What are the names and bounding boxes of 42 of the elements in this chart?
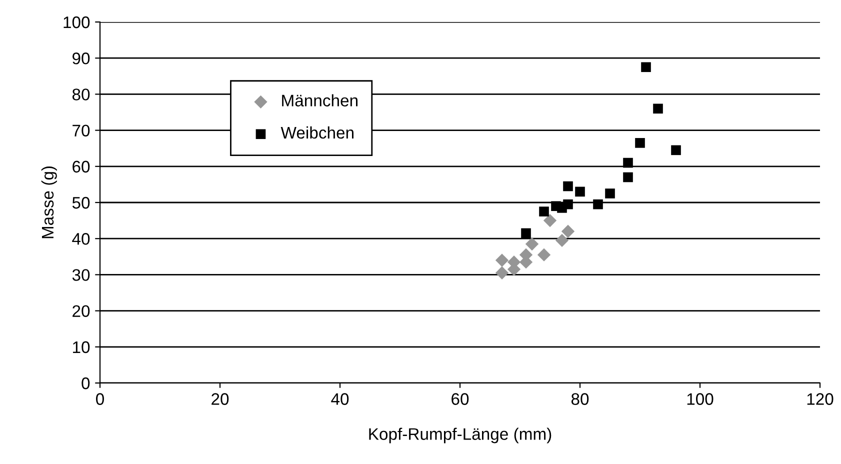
point bbox=[521, 228, 531, 238]
y-tick-label: 40 bbox=[72, 233, 90, 245]
point bbox=[563, 181, 573, 192]
point bbox=[653, 104, 663, 114]
point bbox=[635, 138, 645, 148]
x-tick-label: 60 bbox=[452, 393, 469, 405]
point bbox=[623, 172, 633, 182]
point bbox=[605, 188, 615, 198]
point bbox=[495, 254, 509, 267]
y-tick-label: 30 bbox=[72, 269, 90, 281]
point bbox=[495, 266, 509, 280]
point bbox=[671, 145, 681, 156]
y-tick-label: 60 bbox=[72, 160, 90, 173]
y-tick-label: 80 bbox=[72, 88, 90, 100]
point bbox=[641, 62, 651, 72]
legend-label: Männchen bbox=[282, 94, 358, 106]
x-tick-label: 40 bbox=[331, 393, 349, 405]
point bbox=[555, 234, 569, 247]
y-tick-label: 100 bbox=[64, 16, 90, 28]
point bbox=[593, 199, 603, 210]
point bbox=[575, 186, 585, 197]
point bbox=[563, 199, 573, 210]
x-tick-label: 0 bbox=[96, 393, 104, 405]
point bbox=[525, 237, 539, 251]
point bbox=[543, 214, 557, 228]
x-tick-label: 80 bbox=[571, 393, 589, 405]
y-tick-label: 50 bbox=[72, 196, 90, 209]
y-tick-label: 0 bbox=[82, 377, 90, 390]
point bbox=[539, 206, 549, 216]
y-tick-label: 90 bbox=[72, 52, 90, 64]
x-tick-label: 100 bbox=[687, 393, 714, 405]
y-tick-label: 70 bbox=[72, 124, 90, 137]
y-tick-label: 10 bbox=[73, 341, 90, 354]
x-tick-label: 120 bbox=[807, 393, 834, 405]
legend-label: Weibchen bbox=[280, 126, 354, 139]
x-tick-label: 20 bbox=[212, 393, 229, 405]
y-tick-label: 20 bbox=[72, 305, 90, 318]
y-axis-title: Masse (g) bbox=[41, 166, 57, 238]
point bbox=[537, 248, 551, 262]
x-axis-title: Kopf-Rumpf-Länge (mm) bbox=[369, 428, 552, 444]
point bbox=[561, 224, 575, 238]
point bbox=[623, 158, 633, 168]
